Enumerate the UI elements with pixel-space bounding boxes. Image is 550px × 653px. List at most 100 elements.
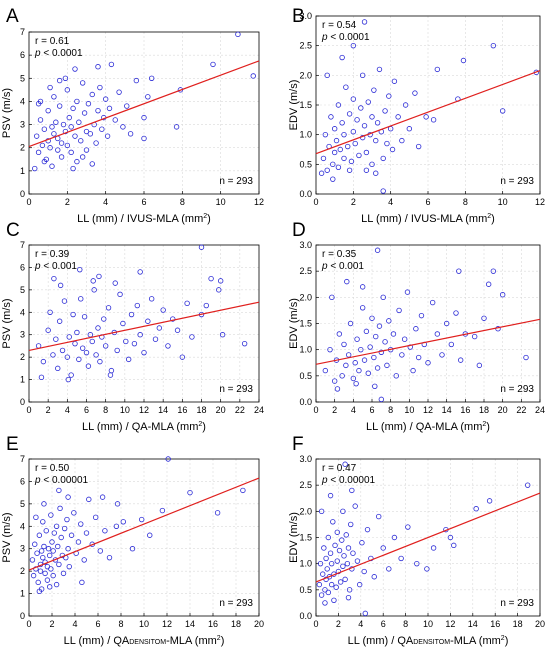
data-point [78, 138, 84, 144]
p-value-label: p < 0.0001 [34, 48, 83, 59]
data-point [473, 506, 479, 512]
data-point [333, 584, 339, 590]
data-point [415, 354, 422, 361]
data-point [51, 94, 57, 100]
data-point [108, 61, 115, 68]
r-value-label: r = 0.35 [322, 249, 357, 260]
x-tick-label: 2 [46, 405, 51, 415]
data-point [179, 354, 186, 360]
data-point [40, 554, 46, 561]
data-point [99, 126, 105, 132]
data-point [113, 523, 120, 529]
x-axis-label: LL (mm) / IVUS-MLA (mm2) [361, 213, 495, 225]
data-point [97, 358, 103, 365]
data-point [391, 78, 398, 84]
data-point [56, 318, 63, 324]
data-point [145, 318, 151, 324]
regression-line [315, 492, 541, 583]
y-tick-label: 2 [20, 143, 25, 153]
data-point [342, 461, 348, 467]
y-tick-label: 3.0 [299, 11, 312, 21]
panel-letter: B [292, 6, 305, 27]
data-point [76, 356, 82, 363]
data-point [33, 133, 40, 139]
data-point [334, 558, 340, 564]
data-point [40, 358, 47, 365]
data-point [41, 501, 47, 507]
data-point [376, 66, 383, 73]
p-value-label: p < 0.00001 [321, 475, 376, 486]
y-tick-label: 1.0 [299, 345, 312, 355]
y-tick-label: 7 [20, 240, 25, 250]
data-point [214, 510, 221, 516]
x-tick-label: 14 [442, 405, 452, 415]
data-point [120, 519, 126, 525]
data-point [358, 346, 364, 353]
data-point [47, 552, 53, 559]
panel-d: D0 2 4 6 8 10 12 14 16 18 20 22 240.00.51.01.52.02.5… [288, 220, 545, 433]
x-tick-label: 12 [139, 405, 149, 415]
data-point [331, 149, 338, 156]
data-point [395, 114, 401, 120]
x-tick-label: 12 [445, 619, 455, 629]
data-point [72, 340, 78, 347]
y-tick-label: 4 [20, 307, 25, 317]
data-point [339, 120, 345, 126]
x-tick-label: 0 [313, 619, 318, 629]
data-point [187, 489, 193, 496]
y-tick-label: 7 [20, 454, 25, 464]
data-point [382, 108, 388, 114]
x-tick-label: 10 [120, 405, 130, 415]
n-label: n = 293 [219, 384, 253, 395]
data-point [448, 341, 455, 348]
x-axis-label: LL (mm) / QADENSITOM-MLA (mm2) [348, 635, 509, 647]
data-point [339, 537, 345, 543]
data-point [339, 373, 345, 379]
data-point [318, 170, 325, 176]
data-point [341, 155, 347, 162]
data-point [363, 167, 370, 173]
x-tick-label: 4 [103, 197, 108, 207]
data-point [334, 529, 340, 535]
y-axis-label: EDV (m/s) [288, 298, 300, 349]
data-point [384, 140, 390, 147]
y-tick-label: 2.5 [299, 266, 312, 276]
data-point [83, 530, 90, 536]
data-point [93, 352, 99, 358]
data-point [418, 312, 425, 319]
regression-line [315, 70, 541, 155]
data-point [451, 542, 457, 549]
data-point [380, 155, 386, 162]
data-point [499, 108, 506, 114]
data-point [320, 571, 326, 577]
data-point [160, 307, 166, 313]
data-point [334, 386, 341, 392]
data-point [74, 329, 80, 336]
x-tick-label: 4 [65, 405, 70, 415]
data-point [85, 101, 92, 107]
y-tick-label: 2 [20, 352, 25, 362]
data-point [369, 161, 375, 168]
data-point [361, 357, 368, 363]
y-tick-label: 1.5 [299, 319, 312, 329]
data-point [112, 117, 118, 123]
data-point [48, 566, 54, 572]
y-tick-label: 3.0 [299, 454, 312, 464]
x-tick-label: 8 [118, 619, 123, 629]
data-point [45, 546, 52, 552]
data-point [49, 539, 55, 545]
y-tick-label: 3 [20, 120, 25, 130]
regression-line [28, 301, 260, 352]
data-point [47, 309, 53, 315]
data-point [456, 268, 462, 274]
data-point [430, 545, 437, 551]
data-point [490, 42, 497, 49]
data-point [328, 560, 335, 567]
data-point [65, 376, 71, 383]
data-point [523, 354, 529, 361]
x-tick-label: 2 [65, 197, 70, 207]
data-point [70, 105, 76, 112]
n-label: n = 293 [500, 598, 534, 609]
